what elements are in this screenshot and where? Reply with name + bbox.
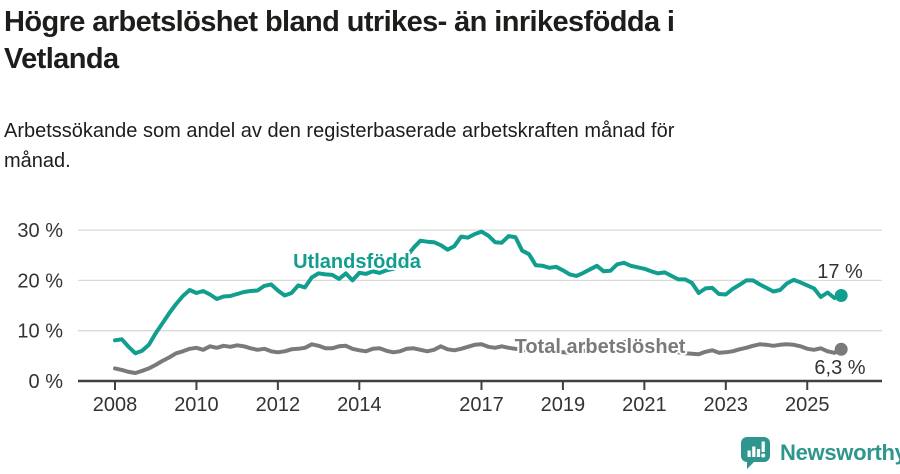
series-lines: [113, 229, 848, 375]
x-tick-label: 2008: [93, 394, 138, 416]
title-line-1: Högre arbetslöshet bland utrikes- än inr…: [4, 6, 675, 38]
series-label-utlandsfodda: Utlandsfödda: [293, 251, 422, 273]
series-label-total-arbetsloshet: Total arbetslöshet: [515, 336, 686, 358]
gridlines: [78, 229, 882, 332]
page-title: Högre arbetslöshet bland utrikes- än inr…: [4, 4, 900, 78]
bar-small: [747, 450, 751, 457]
y-tick-label: 10 %: [17, 321, 63, 343]
exclamation-dot: [761, 453, 766, 458]
end-value-label-utlandsfodda: 17 %: [817, 261, 863, 283]
bar-medium: [756, 449, 761, 457]
y-axis-labels: 0 % 10 % 20 % 30 %: [17, 220, 63, 393]
x-tick-label: 2025: [785, 394, 830, 416]
subtitle-line-2: månad.: [4, 150, 71, 172]
x-tick-label: 2010: [174, 394, 219, 416]
end-value-label-total: 6,3 %: [814, 357, 865, 379]
end-dot-1: [834, 342, 848, 356]
x-tick-label: 2014: [337, 394, 382, 416]
x-tick-label: 2012: [256, 394, 301, 416]
x-tick-label: 2023: [704, 394, 749, 416]
end-dot-0: [834, 288, 848, 302]
y-tick-label: 0 %: [29, 371, 64, 393]
x-tick-label: 2019: [541, 394, 586, 416]
newsworthy-logo-text: Newsworthy: [780, 440, 900, 465]
series-line-0: [113, 229, 844, 356]
x-axis: 2008 2010 2012 2014 2017 2019 2021 2023 2025: [78, 379, 882, 416]
subtitle-line-1: Arbetssökande som andel av den registerb…: [4, 120, 675, 142]
x-tick-label: 2021: [622, 394, 667, 416]
newsworthy-logo[interactable]: Newsworthy: [740, 435, 900, 471]
series-line-1: [113, 339, 844, 375]
exclamation-bar: [761, 441, 765, 452]
bar-tall: [752, 446, 756, 457]
x-tick-label: 2017: [459, 394, 504, 416]
title-line-2: Vetlanda: [4, 43, 119, 75]
newsworthy-logo-icon: [741, 437, 770, 469]
y-tick-label: 20 %: [17, 270, 63, 292]
chart-subtitle: Arbetssökande som andel av den registerb…: [4, 116, 884, 176]
y-tick-label: 30 %: [17, 220, 63, 242]
